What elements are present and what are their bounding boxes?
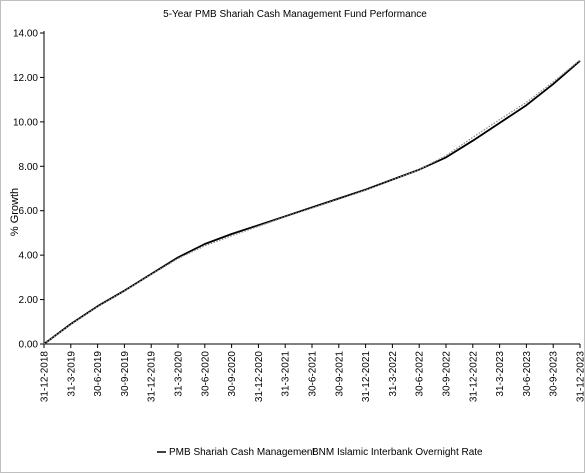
- x-tick-label: 31-3-2023: [495, 351, 506, 397]
- x-tick-label: 31-12-2019: [147, 351, 158, 403]
- y-axis-label: % Growth: [9, 188, 21, 236]
- x-tick-label: 30-9-2023: [549, 351, 560, 397]
- x-tick-label: 31-3-2019: [66, 351, 77, 397]
- x-tick-label: 31-3-2022: [388, 351, 399, 397]
- series-line-bnm-islamic-interbank-overnight-rate: [43, 59, 581, 345]
- y-tick-label: 12.00: [13, 73, 38, 84]
- y-tick-label: 4.00: [19, 251, 39, 262]
- x-tick-label: 30-6-2023: [522, 351, 533, 397]
- legend-label-bnm: BNM Islamic Interbank Overnight Rate: [312, 447, 483, 458]
- x-tick-label: 30-6-2020: [200, 351, 211, 397]
- y-tick-label: 10.00: [13, 117, 38, 128]
- legend: PMB Shariah Cash Management BNM Islamic …: [157, 447, 483, 458]
- x-tick-label: 30-9-2022: [442, 351, 453, 397]
- legend-label-pmb: PMB Shariah Cash Management: [169, 447, 315, 458]
- x-tick-label: 31-12-2020: [254, 351, 265, 403]
- x-tick-label: 30-6-2021: [308, 351, 319, 397]
- series-layer: [43, 59, 581, 345]
- chart-title: 5-Year PMB Shariah Cash Management Fund …: [163, 9, 427, 20]
- x-tick-label: 30-6-2022: [415, 351, 426, 397]
- x-tick-label: 31-3-2021: [281, 351, 292, 397]
- y-tick-label: 8.00: [19, 162, 39, 173]
- x-tick-label: 30-9-2021: [334, 351, 345, 397]
- x-tick-label: 31-12-2018: [40, 351, 51, 403]
- y-tick-label: 0.00: [19, 340, 39, 351]
- x-tick-label: 30-6-2019: [93, 351, 104, 397]
- axes: 0.00 2.00 4.00 6.00 8.00 10.00 12.00 14.00 31-12…: [13, 29, 585, 403]
- x-tick-label: 31-12-2023: [576, 351, 585, 403]
- x-tick-label: 31-12-2022: [468, 351, 479, 403]
- x-tick-label: 31-12-2021: [361, 351, 372, 403]
- y-tick-label: 14.00: [13, 29, 38, 40]
- y-tick-label: 2.00: [19, 295, 39, 306]
- series-line-pmb-shariah-cash-management: [43, 60, 581, 345]
- x-tick-label: 30-9-2019: [120, 351, 131, 397]
- y-tick-label: 6.00: [19, 206, 39, 217]
- x-tick-label: 31-3-2020: [174, 351, 185, 397]
- x-tick-label: 30-9-2020: [227, 351, 238, 397]
